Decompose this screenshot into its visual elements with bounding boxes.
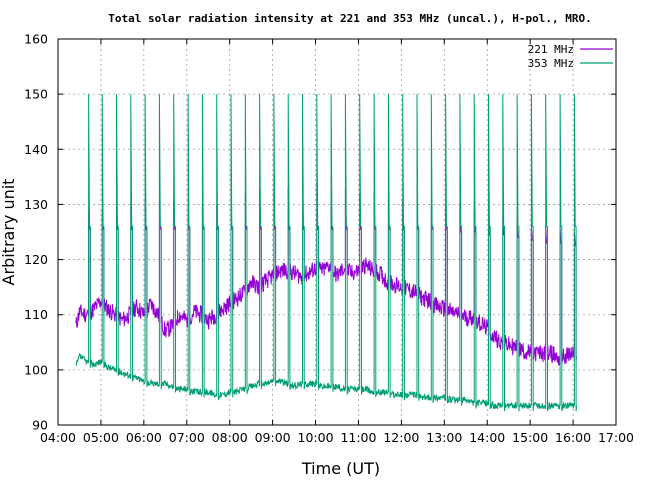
x-axis-label: Time (UT) xyxy=(301,459,380,478)
x-tick-label: 12:00 xyxy=(383,430,419,445)
y-axis: 90 100 110 120 130 140 150 160 xyxy=(24,32,616,433)
x-tick-label: 14:00 xyxy=(469,430,505,445)
y-tick-label: 100 xyxy=(24,362,48,377)
x-tick-label: 04:00 xyxy=(40,430,76,445)
legend-label-353: 353 MHz xyxy=(528,57,574,70)
y-tick-label: 120 xyxy=(24,252,48,267)
y-axis-label: Arbitrary unit xyxy=(0,179,18,286)
x-tick-label: 06:00 xyxy=(126,430,162,445)
y-tick-label: 90 xyxy=(32,418,48,433)
grid xyxy=(58,39,616,425)
chart-title: Total solar radiation intensity at 221 a… xyxy=(108,12,591,25)
series-353-line xyxy=(75,94,577,412)
y-tick-label: 150 xyxy=(24,87,48,102)
x-tick-label: 15:00 xyxy=(512,430,548,445)
y-tick-label: 110 xyxy=(24,307,48,322)
x-tick-label: 17:00 xyxy=(598,430,634,445)
legend-label-221: 221 MHz xyxy=(528,43,574,56)
x-tick-label: 16:00 xyxy=(555,430,591,445)
series-lines xyxy=(75,94,577,412)
legend: 221 MHz 353 MHz xyxy=(528,43,613,70)
series-221-line xyxy=(75,182,577,366)
y-tick-label: 160 xyxy=(24,32,48,47)
x-tick-label: 05:00 xyxy=(83,430,119,445)
y-tick-label: 140 xyxy=(24,142,48,157)
x-tick-label: 08:00 xyxy=(212,430,248,445)
x-tick-label: 07:00 xyxy=(169,430,205,445)
y-tick-label: 130 xyxy=(24,197,48,212)
plot-frame xyxy=(57,38,617,426)
x-axis: 04:00 05:00 06:00 07:00 08:00 09:00 10:00 11:00… xyxy=(40,39,634,445)
x-tick-label: 10:00 xyxy=(298,430,334,445)
x-tick-label: 11:00 xyxy=(340,430,376,445)
x-tick-label: 09:00 xyxy=(255,430,291,445)
x-tick-label: 13:00 xyxy=(426,430,462,445)
